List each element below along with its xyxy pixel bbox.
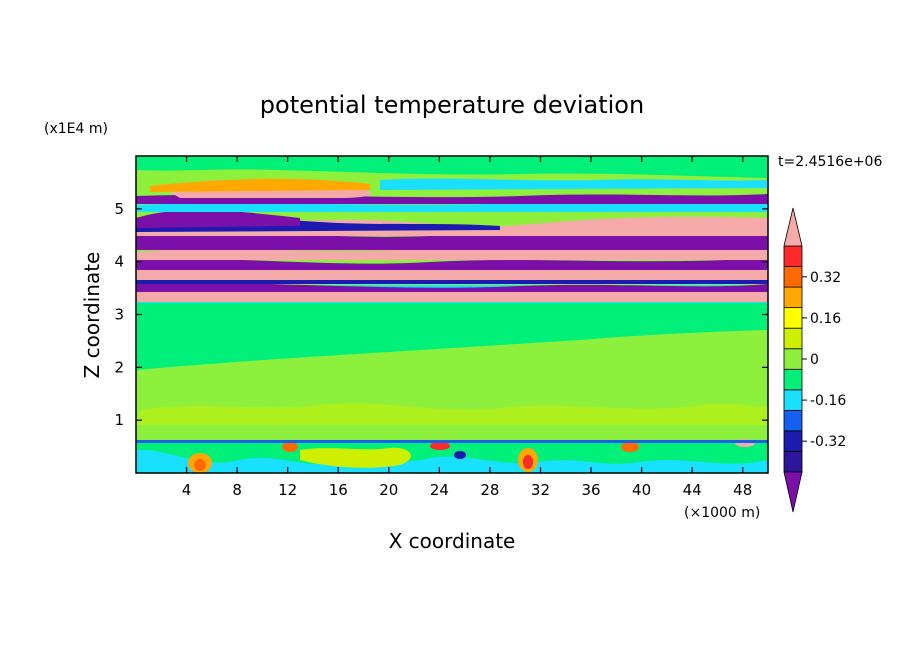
x-tick-label: 32	[531, 481, 550, 499]
colorbar-segment	[783, 430, 803, 452]
x-axis-label: X coordinate	[389, 529, 516, 553]
x-tick-label: 8	[232, 481, 242, 499]
field-mid-green	[136, 300, 768, 370]
colorbar-tick-label: -0.16	[810, 393, 846, 409]
warm-cell	[430, 442, 450, 450]
colorbar-segment	[783, 327, 803, 350]
x-tick-label: 40	[632, 481, 651, 499]
colorbar-segment	[783, 245, 803, 267]
y-axis-label: Z coordinate	[80, 252, 104, 379]
colorbar-segment	[783, 266, 803, 288]
colorbar-tick-label: -0.32	[810, 434, 846, 450]
x-tick-label: 16	[329, 481, 348, 499]
field-lower-ygreen	[300, 447, 411, 468]
band-green-top	[136, 156, 768, 178]
colorbar-arrow-top	[783, 207, 803, 247]
x-tick-label: 4	[182, 481, 192, 499]
warm-cell	[621, 442, 639, 452]
y-tick-label: 2	[114, 358, 124, 376]
colorbar-segment	[783, 348, 803, 370]
colorbar-tick-label: 0	[810, 352, 819, 368]
y-tick-label: 5	[114, 200, 124, 218]
band-orange	[150, 178, 370, 192]
x-tick-label: 48	[733, 481, 752, 499]
field-mid-ygreen	[136, 403, 768, 425]
x-tick-label: 28	[480, 481, 499, 499]
x-tick-label: 12	[278, 481, 297, 499]
y-tick-label: 4	[114, 253, 124, 271]
field-line-0.6	[136, 440, 768, 443]
x-tick-label: 44	[683, 481, 702, 499]
time-label: t=2.4516e+06	[778, 154, 882, 170]
colorbar-segment	[783, 389, 803, 411]
x-tick-label: 20	[379, 481, 398, 499]
field-lower-cyan	[136, 449, 768, 473]
cold-cell	[454, 451, 466, 459]
y-unit-label: (x1E4 m)	[44, 121, 108, 137]
colorbar-segment	[783, 368, 803, 391]
chart-title: potential temperature deviation	[260, 91, 644, 119]
colorbar-tick-label: 0.32	[810, 270, 841, 286]
x-tick-label: 24	[430, 481, 449, 499]
band-pink	[136, 270, 768, 280]
band-cyan	[380, 178, 768, 190]
contour-field	[136, 156, 768, 473]
y-tick-label: 1	[114, 411, 124, 429]
warm-cell	[282, 442, 298, 452]
x-tick-label: 36	[581, 481, 600, 499]
band-purple	[136, 282, 768, 292]
y-tick-label: 3	[114, 306, 124, 324]
warm-cell	[194, 459, 206, 471]
colorbar-segment	[783, 409, 803, 432]
warm-cell	[523, 455, 533, 469]
colorbar: 0.32 0.16 0 -0.16 -0.32	[783, 207, 846, 513]
x-axis: 4 8 12 16 20 24 28 32 36 40 44 48	[182, 156, 752, 499]
colorbar-segment	[783, 307, 803, 329]
y-axis: 1 2 3 4 5	[114, 200, 768, 429]
x-unit-label: (×1000 m)	[684, 505, 760, 521]
colorbar-segment	[783, 451, 803, 473]
band-purple	[136, 258, 768, 270]
band-purple	[136, 210, 300, 228]
colorbar-tick-label: 0.16	[810, 311, 841, 327]
colorbar-arrow-bottom	[783, 471, 803, 513]
colorbar-segment	[783, 286, 803, 309]
band-cyan	[136, 201, 768, 212]
